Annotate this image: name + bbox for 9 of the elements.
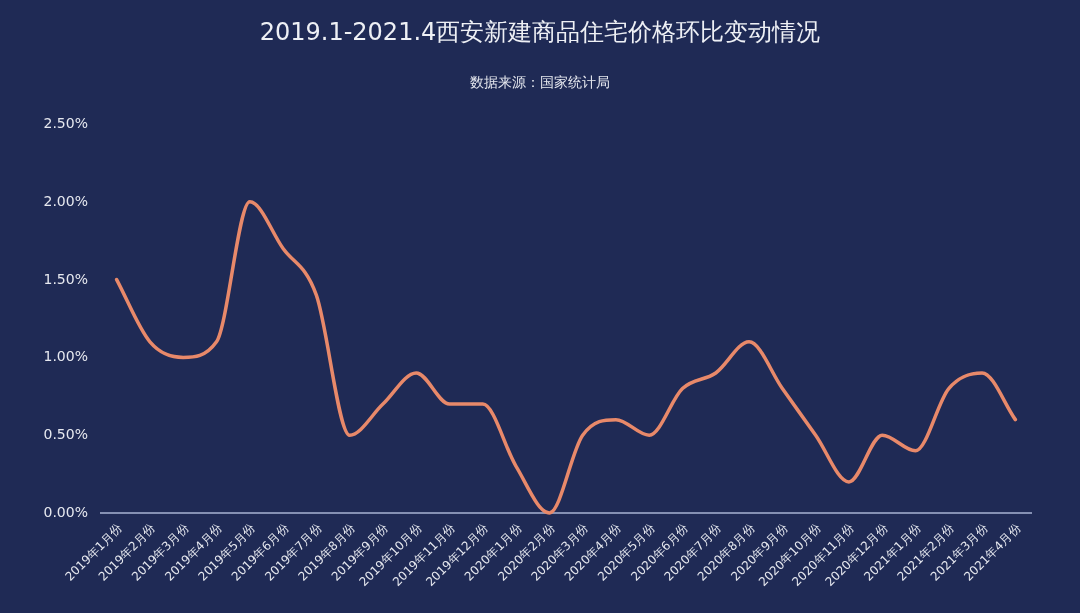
chart-subtitle: 数据来源：国家统计局 (470, 74, 610, 90)
y-tick-label: 1.50% (43, 270, 88, 287)
chart-title: 2019.1-2021.4西安新建商品住宅价格环比变动情况 (259, 18, 821, 46)
y-tick-label: 1.00% (43, 348, 88, 365)
y-tick-label: 0.50% (43, 426, 88, 443)
line-series (114, 200, 1018, 515)
y-tick-label: 2.50% (43, 115, 88, 131)
y-tick-label: 2.00% (43, 192, 88, 209)
y-tick-label: 0.00% (43, 504, 88, 520)
